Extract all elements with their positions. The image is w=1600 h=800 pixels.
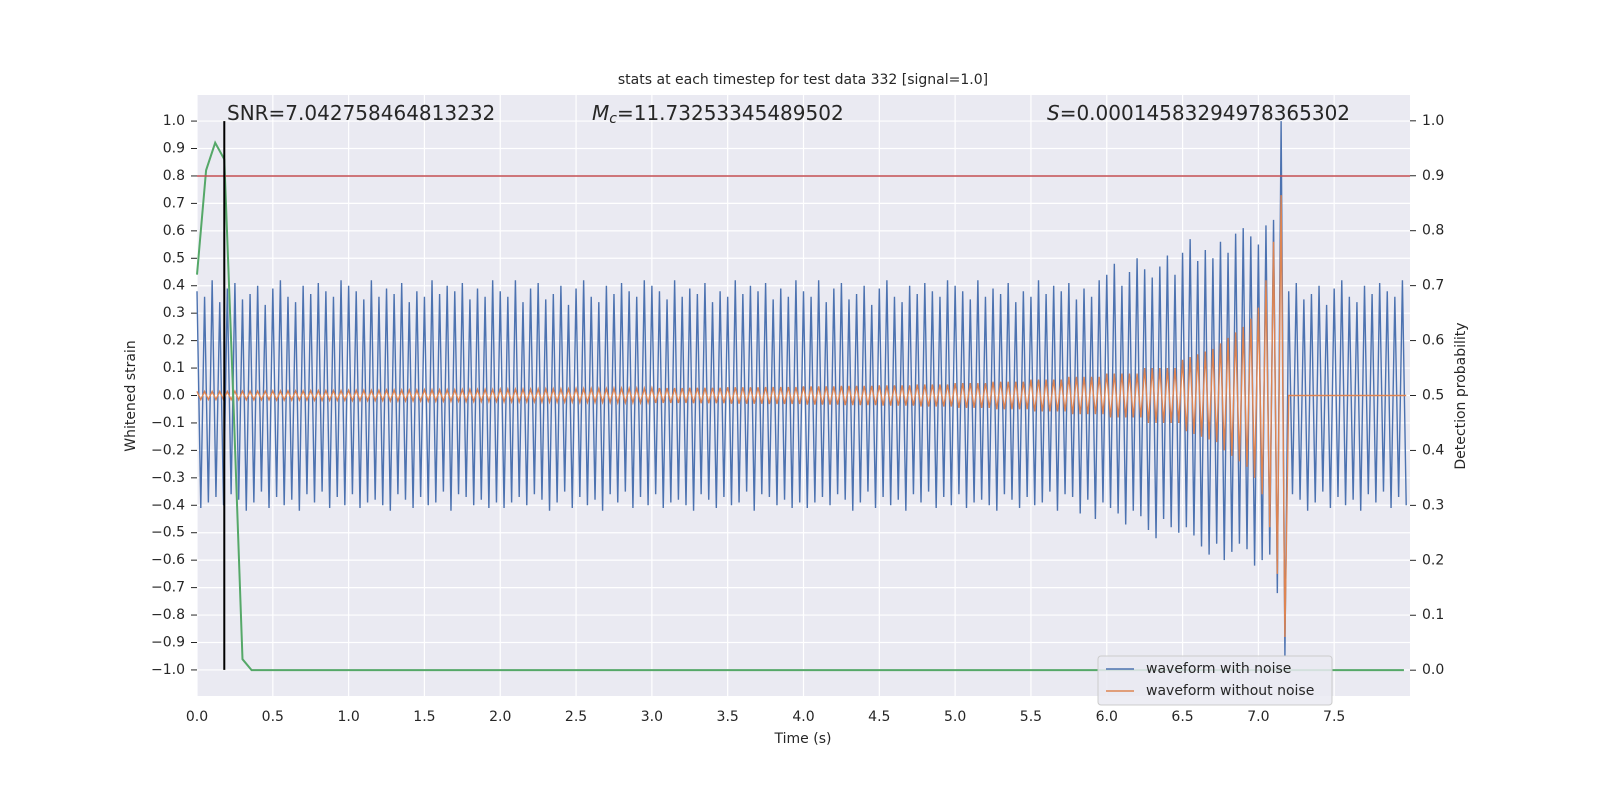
legend-label: waveform with noise (1146, 661, 1291, 677)
x-tick-label: 0.5 (262, 709, 284, 725)
y2-tick-label: 1.0 (1422, 113, 1444, 129)
annotation-symbol: M (592, 101, 609, 125)
y2-tick-label: 0.1 (1422, 607, 1444, 623)
y-tick-label: 0.8 (163, 168, 185, 184)
x-tick-label: 7.5 (1323, 709, 1345, 725)
chart-title: stats at each timestep for test data 332… (618, 72, 988, 88)
y-tick-label: 1.0 (163, 113, 185, 129)
x-tick-label: 2.0 (489, 709, 511, 725)
probability-line (196, 140, 1404, 672)
x-tick-label: 4.5 (868, 709, 890, 725)
y-tick-label: 0.6 (163, 223, 185, 239)
y2-tick-label: 0.0 (1422, 662, 1444, 678)
y2-tick-label: 0.9 (1422, 168, 1444, 184)
x-tick-label: 2.5 (565, 709, 587, 725)
annotation-symbol: S (1047, 101, 1060, 125)
annotation-text: SNR=7.042758464813232 (227, 101, 495, 125)
y-tick-label: −0.6 (151, 552, 185, 568)
y-tick-label: −0.1 (151, 415, 185, 431)
y-tick-label: −0.9 (151, 634, 185, 650)
y-tick-label: −1.0 (151, 662, 185, 678)
y-tick-label: 0.0 (163, 388, 185, 404)
annotation-text: =0.00014583294978365302 (1060, 101, 1350, 125)
x-tick-label: 3.0 (641, 709, 663, 725)
y2-tick-label: 0.7 (1422, 278, 1444, 294)
legend-box (1097, 655, 1333, 706)
x-axis-label: Time (s) (774, 731, 832, 747)
y-tick-label: 0.5 (163, 250, 185, 266)
x-tick-label: 4.0 (792, 709, 814, 725)
x-tick-label: 0.0 (186, 709, 208, 725)
x-tick-label: 3.5 (717, 709, 739, 725)
x-tick-label: 1.0 (337, 709, 359, 725)
y-tick-label: 0.2 (163, 333, 185, 349)
y2-axis-label: Detection probability (1453, 322, 1469, 469)
y-tick-label: −0.2 (151, 442, 185, 458)
y-tick-label: 0.9 (163, 141, 185, 157)
legend: waveform with noise waveform without nois… (1097, 655, 1333, 706)
y2-tick-label: 0.2 (1422, 552, 1444, 568)
y2-tick-label: 0.3 (1422, 497, 1444, 513)
y-tick-label: −0.7 (151, 580, 185, 596)
y-tick-label: −0.8 (151, 607, 185, 623)
y2-tick-label: 0.5 (1422, 388, 1444, 404)
x-tick-label: 6.0 (1096, 709, 1118, 725)
x-tick-label: 5.0 (944, 709, 966, 725)
x-tick-label: 5.5 (1020, 709, 1042, 725)
y2-tick-label: 0.6 (1422, 333, 1444, 349)
y-tick-label: 0.4 (163, 278, 185, 294)
y2-tick-label: 0.8 (1422, 223, 1444, 239)
annotation: S=0.00014583294978365302 (1047, 101, 1350, 125)
x-tick-label: 1.5 (413, 709, 435, 725)
annotation: Mc=11.73253345489502 (592, 101, 844, 128)
x-tick-label: 7.0 (1247, 709, 1269, 725)
y-tick-label: 0.3 (163, 305, 185, 321)
annotation-text: =11.73253345489502 (617, 101, 844, 125)
y2-tick-label: 0.4 (1422, 442, 1444, 458)
x-tick-label: 6.5 (1171, 709, 1193, 725)
annotation: SNR=7.042758464813232 (227, 101, 495, 125)
y-tick-label: −0.5 (151, 525, 185, 541)
annotation-subscript: c (609, 111, 617, 127)
y-axis-label: Whitened strain (123, 340, 139, 451)
y-tick-label: −0.4 (151, 497, 185, 513)
y-tick-label: 0.7 (163, 195, 185, 211)
y-tick-label: 0.1 (163, 360, 185, 376)
legend-label: waveform without noise (1146, 683, 1314, 699)
y-tick-label: −0.3 (151, 470, 185, 486)
series-line (196, 195, 1407, 638)
